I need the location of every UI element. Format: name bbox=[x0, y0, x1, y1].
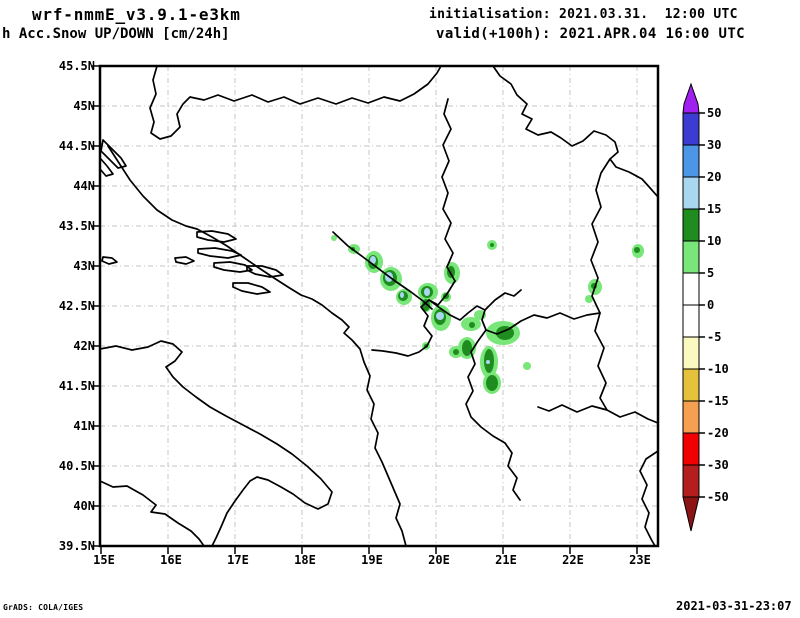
colorbar-band bbox=[682, 208, 700, 242]
colorbar-band bbox=[682, 112, 700, 146]
border-croatia-sava bbox=[149, 65, 442, 140]
lat-tick-label: 41.5N bbox=[59, 379, 95, 393]
lon-tick-label: 15E bbox=[93, 553, 115, 567]
coastlines-borders bbox=[99, 65, 659, 547]
border-serbia-bulgaria bbox=[590, 158, 659, 424]
coastline-italy-adriatic bbox=[99, 340, 333, 547]
island-pag bbox=[100, 139, 127, 169]
snow-patch-10cm bbox=[462, 340, 472, 356]
colorbar-tick-label: -50 bbox=[707, 490, 729, 504]
colorbar-tick-label: -20 bbox=[707, 426, 729, 440]
snow-patch-15cm bbox=[436, 312, 444, 320]
colorbar-tick-label: -30 bbox=[707, 458, 729, 472]
snow-patch-10cm bbox=[486, 375, 498, 391]
colorbar-tick-label: -15 bbox=[707, 394, 729, 408]
colorbar-tick-label: 50 bbox=[707, 106, 721, 120]
snow-patch-10cm bbox=[634, 247, 640, 253]
lat-tick-label: 43.5N bbox=[59, 219, 95, 233]
colorbar-band bbox=[682, 176, 700, 210]
colorbar-band bbox=[682, 144, 700, 178]
border-kosovo-north bbox=[484, 289, 522, 311]
snow-patch-10cm bbox=[453, 349, 459, 355]
border-montenegro bbox=[371, 280, 456, 357]
island-korcula bbox=[213, 261, 253, 273]
island-brac bbox=[196, 230, 237, 243]
colorbar-tick-label: 0 bbox=[707, 298, 714, 312]
snow-accumulation-patches bbox=[331, 235, 644, 394]
island-small-2 bbox=[101, 256, 118, 265]
colorbar-band bbox=[682, 304, 700, 338]
grid-lines bbox=[100, 66, 658, 546]
lon-tick-label: 17E bbox=[227, 553, 249, 567]
colorbar-band bbox=[682, 432, 700, 466]
border-serbia-macedonia bbox=[485, 312, 601, 335]
model-title: wrf-nmmE_v3.9.1-e3km bbox=[32, 5, 241, 24]
colorbar-tick-label: 5 bbox=[707, 266, 714, 280]
border-kosovo-albania bbox=[428, 299, 521, 501]
valid-time: valid(+100h): 2021.APR.04 16:00 UTC bbox=[436, 26, 746, 42]
lat-tick-label: 44N bbox=[73, 179, 95, 193]
colorbar-tick-label: 20 bbox=[707, 170, 721, 184]
lon-tick-label: 21E bbox=[495, 553, 517, 567]
lon-tick-label: 18E bbox=[294, 553, 316, 567]
colorbar-band bbox=[682, 336, 700, 370]
lon-tick-label: 20E bbox=[428, 553, 450, 567]
island-vis bbox=[174, 256, 195, 265]
longitude-axis: 15E 16E 17E 18E 19E 20E 21E 22E 23E bbox=[93, 546, 651, 567]
lat-tick-label: 40N bbox=[73, 499, 95, 513]
snow-patch-5cm bbox=[331, 235, 337, 241]
lon-tick-label: 16E bbox=[160, 553, 182, 567]
colorbar-band bbox=[682, 400, 700, 434]
lat-tick-label: 43N bbox=[73, 259, 95, 273]
snow-patch-10cm bbox=[469, 322, 475, 328]
colorbar-tick-label: 10 bbox=[707, 234, 721, 248]
border-danube bbox=[492, 65, 659, 198]
colorbar-band bbox=[682, 368, 700, 402]
colorbar-arrow-bottom bbox=[682, 496, 700, 532]
colorbar-tick-label: 15 bbox=[707, 202, 721, 216]
snow-patch-15cm bbox=[370, 256, 376, 264]
snow-patch-15cm bbox=[400, 292, 404, 298]
colorbar-tick-label: 30 bbox=[707, 138, 721, 152]
colorbar-tick-label: -5 bbox=[707, 330, 721, 344]
snow-patch-5cm bbox=[523, 362, 531, 370]
colorbar-tick-label: -10 bbox=[707, 362, 729, 376]
lat-tick-label: 45.5N bbox=[59, 59, 95, 73]
border-bosnia-inland bbox=[332, 231, 433, 310]
colorbar-band bbox=[682, 464, 700, 498]
colorbar-band bbox=[682, 240, 700, 274]
latitude-axis: 45.5N 45N 44.5N 44N 43.5N 43N 42.5N 42N 41.5N 41N… bbox=[59, 59, 100, 553]
snow-patch-10cm bbox=[490, 243, 494, 247]
colorbar-arrow-top bbox=[682, 82, 700, 114]
lat-tick-label: 41N bbox=[73, 419, 95, 433]
lat-tick-label: 42N bbox=[73, 339, 95, 353]
lon-tick-label: 19E bbox=[361, 553, 383, 567]
island-mljet bbox=[232, 282, 271, 295]
island-peljesac bbox=[246, 265, 284, 278]
snow-patch-5cm bbox=[585, 295, 593, 303]
creation-timestamp: 2021-03-31-23:07 bbox=[676, 599, 792, 613]
snow-patch-15cm bbox=[486, 360, 490, 364]
initialisation-time: initialisation: 2021.03.31. 12:00 UTC bbox=[429, 7, 738, 22]
coastline-aegean bbox=[639, 450, 659, 547]
lon-tick-label: 22E bbox=[562, 553, 584, 567]
product-title: h Acc.Snow UP/DOWN [cm/24h] bbox=[2, 26, 230, 42]
island-hvar bbox=[197, 247, 242, 259]
lat-tick-label: 45N bbox=[73, 99, 95, 113]
colorbar-band bbox=[682, 272, 700, 306]
lat-tick-label: 40.5N bbox=[59, 459, 95, 473]
lat-tick-label: 39.5N bbox=[59, 539, 95, 553]
lat-tick-label: 44.5N bbox=[59, 139, 95, 153]
border-drina bbox=[441, 98, 456, 282]
lon-tick-label: 23E bbox=[629, 553, 651, 567]
border-macedonia-greece bbox=[537, 404, 608, 413]
snow-patch-15cm bbox=[424, 288, 430, 296]
coastline-adriatic-east bbox=[107, 145, 407, 547]
grads-credit: GrADS: COLA/IGES bbox=[3, 603, 84, 612]
coastline-italy-tyrrhenian bbox=[99, 480, 205, 547]
lat-tick-label: 42.5N bbox=[59, 299, 95, 313]
